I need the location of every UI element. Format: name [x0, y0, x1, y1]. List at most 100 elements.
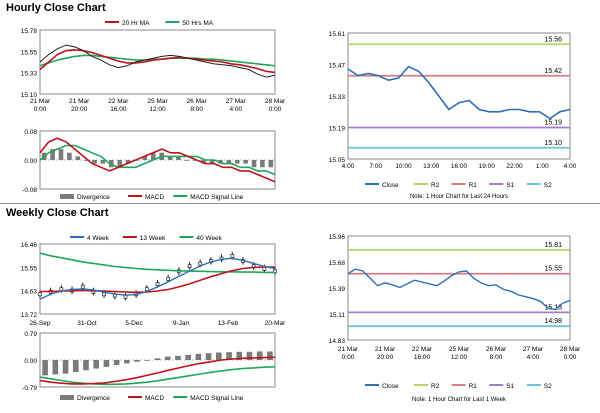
legend-label: R1 — [469, 383, 478, 390]
divergence-bar — [83, 160, 89, 161]
x-tick-label: 20-Mar — [265, 320, 286, 327]
wk4-line — [39, 257, 276, 300]
x-tick-label: 26 Mar — [486, 346, 507, 353]
legend-swatch — [60, 194, 74, 199]
x-tick-label: 8:00 — [490, 354, 503, 361]
ma-20-line — [39, 48, 276, 74]
x-tick-label: 4:00 — [564, 163, 577, 170]
divergence-bar — [164, 356, 171, 360]
weekly-price-body — [187, 264, 192, 269]
x-tick-label: 27 Mar — [523, 346, 544, 353]
wk40-line — [39, 252, 275, 274]
level-label: 15.56 — [544, 36, 562, 43]
legend-label: S2 — [544, 383, 552, 390]
macd-signal-line — [39, 366, 276, 386]
legend-label: 4 Week — [87, 235, 110, 242]
legend-label: S2 — [544, 182, 552, 189]
y-tick-label: 15.61 — [329, 31, 346, 38]
x-tick-label: 21 Mar — [69, 98, 90, 105]
chart-note: Note: 1 Hour Chart for Last 1 Week — [412, 397, 507, 403]
legend-label: R1 — [469, 182, 478, 189]
legend-label: MACD Signal Line — [190, 194, 243, 201]
y-tick-label: 13.72 — [21, 312, 38, 319]
x-tick-label: 0:00 — [34, 106, 47, 113]
x-tick-label: 13-Feb — [218, 320, 239, 327]
legend-label: 50 Hrs MA — [182, 20, 213, 27]
divergence-bar — [142, 156, 148, 160]
y-tick-label: 15.68 — [329, 260, 346, 267]
x-tick-label: 4:00 — [342, 163, 355, 170]
divergence-bar — [125, 160, 131, 164]
divergence-bar — [185, 354, 191, 360]
x-tick-label: 31-Oct — [77, 320, 97, 327]
divergence-bar — [83, 360, 89, 371]
divergence-bar — [175, 355, 181, 360]
divergence-bar — [205, 353, 212, 360]
x-tick-label: 21 Mar — [338, 346, 359, 353]
x-tick-label: 0:00 — [564, 354, 577, 361]
legend-label: MACD Signal Line — [190, 395, 243, 402]
divergence-bar — [201, 160, 206, 164]
divergence-bar — [93, 360, 100, 369]
macd-line — [39, 137, 276, 183]
weekly-price-body — [166, 277, 171, 281]
legend-label: R2 — [431, 383, 440, 390]
divergence-bar — [268, 160, 274, 168]
divergence-bar — [92, 160, 97, 164]
level-label: 15.13 — [544, 304, 562, 311]
level-label: 15.10 — [544, 140, 562, 147]
legend-swatch — [60, 395, 74, 400]
y-tick-label: 0.00 — [24, 358, 37, 365]
y-tick-label: 15.55 — [21, 49, 38, 56]
x-tick-label: 27 Mar — [226, 98, 247, 105]
x-tick-label: 7:00 — [369, 163, 382, 170]
y-tick-label: 15.39 — [329, 286, 346, 293]
divergence-bar — [256, 351, 263, 360]
level-label: 14.98 — [544, 318, 562, 325]
y-tick-label: -0.79 — [22, 385, 37, 392]
divergence-bar — [42, 360, 48, 376]
divergence-bar — [167, 156, 173, 160]
divergence-bar — [236, 351, 243, 360]
x-tick-label: 16:00 — [110, 106, 127, 113]
weekly-price-body — [80, 284, 85, 289]
x-tick-label: 16:00 — [451, 163, 468, 170]
close-line — [347, 65, 571, 120]
divergence-bar — [154, 358, 161, 360]
divergence-bar — [184, 160, 190, 161]
divergence-bar — [124, 360, 130, 364]
legend-label: Divergence — [77, 194, 110, 201]
x-tick-label: 0:00 — [342, 354, 355, 361]
y-tick-label: 15.33 — [329, 94, 346, 101]
legend-label: S1 — [506, 383, 514, 390]
y-tick-label: 15.19 — [329, 126, 346, 133]
x-tick-label: 26-Sep — [30, 320, 51, 327]
divergence-bar — [215, 352, 222, 360]
legend-label: Close — [382, 383, 399, 390]
macd-line — [39, 356, 276, 385]
macd-signal-line — [39, 144, 276, 176]
divergence-bar — [150, 152, 156, 160]
divergence-bar — [251, 160, 257, 168]
y-tick-label: 14.63 — [21, 289, 38, 296]
y-tick-label: 0.00 — [24, 158, 37, 165]
y-tick-label: 15.11 — [329, 312, 345, 319]
weekly-price-plot — [39, 243, 276, 315]
divergence-bar — [72, 360, 79, 372]
weekly-price-body — [123, 295, 128, 299]
y-tick-label: 15.47 — [329, 63, 346, 70]
level-label: 15.81 — [544, 242, 562, 249]
legend-label: 20 Hr MA — [122, 20, 150, 27]
divergence-bar — [52, 360, 59, 375]
divergence-bar — [195, 353, 202, 360]
close-line — [347, 268, 571, 311]
legend-label: Close — [382, 182, 399, 189]
divergence-bar — [103, 360, 110, 367]
x-tick-label: 5-Dec — [125, 320, 143, 327]
divergence-bar — [246, 351, 253, 360]
legend-label: R2 — [431, 182, 440, 189]
y-tick-label: 15.10 — [21, 92, 38, 99]
divergence-bar — [226, 160, 232, 164]
y-tick-label: 15.33 — [21, 71, 38, 78]
